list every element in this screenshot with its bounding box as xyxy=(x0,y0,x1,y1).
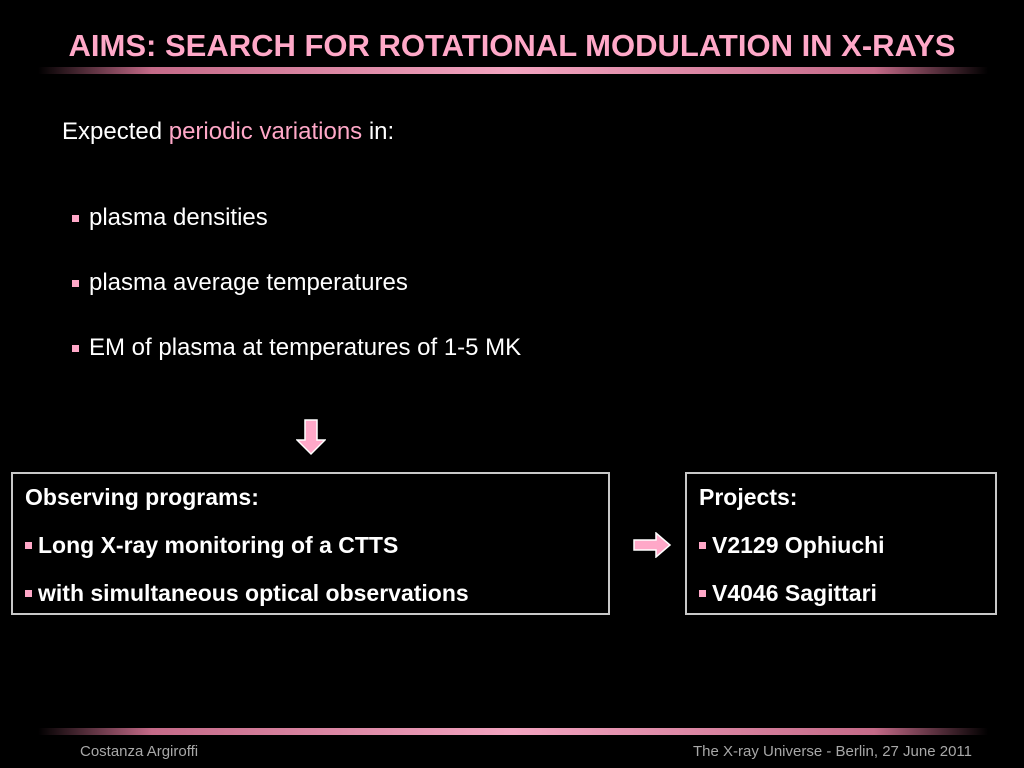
list-item-text: V2129 Ophiuchi xyxy=(712,532,885,558)
footer-divider xyxy=(38,728,988,735)
list-item: plasma average temperatures xyxy=(72,269,521,334)
square-bullet-icon xyxy=(72,280,79,287)
list-item: EM of plasma at temperatures of 1-5 MK xyxy=(72,334,521,399)
intro-highlight: periodic variations xyxy=(168,118,363,145)
arrow-down-icon xyxy=(296,419,326,456)
square-bullet-icon xyxy=(699,542,706,549)
list-item: V2129 Ophiuchi xyxy=(699,532,985,580)
list-item-text: Long X-ray monitoring of a CTTS xyxy=(38,532,399,558)
projects-box: Projects: V2129 Ophiuchi V4046 Sagittari xyxy=(685,472,997,615)
variation-list: plasma densities plasma average temperat… xyxy=(72,204,521,399)
list-item-text: plasma densities xyxy=(89,204,268,231)
square-bullet-icon xyxy=(699,590,706,597)
list-item-text: with simultaneous optical observations xyxy=(38,580,469,606)
square-bullet-icon xyxy=(72,215,79,222)
slide-title: AIMS: SEARCH FOR ROTATIONAL MODULATION I… xyxy=(68,28,956,63)
list-item: V4046 Sagittari xyxy=(699,580,985,628)
footer-author: Costanza Argiroffi xyxy=(80,743,199,760)
intro-line: Expected periodic variations in: xyxy=(62,118,394,146)
intro-suffix: in: xyxy=(362,118,395,145)
square-bullet-icon xyxy=(25,542,32,549)
list-item: plasma densities xyxy=(72,204,521,269)
list-item-text: plasma average temperatures xyxy=(89,269,408,296)
observing-programs-heading: Observing programs: xyxy=(25,484,259,510)
list-item: with simultaneous optical observations xyxy=(25,580,598,628)
square-bullet-icon xyxy=(25,590,32,597)
list-item-text: EM of plasma at temperatures of 1-5 MK xyxy=(89,334,522,361)
observing-programs-box: Observing programs: Long X-ray monitorin… xyxy=(11,472,610,615)
list-item-text: V4046 Sagittari xyxy=(712,580,877,606)
list-item: Long X-ray monitoring of a CTTS xyxy=(25,532,598,580)
arrow-right-icon xyxy=(633,532,672,558)
footer-event: The X-ray Universe - Berlin, 27 June 201… xyxy=(692,743,972,760)
square-bullet-icon xyxy=(72,345,79,352)
title-divider xyxy=(38,67,988,74)
intro-prefix: Expected xyxy=(62,118,169,145)
projects-heading: Projects: xyxy=(699,484,798,510)
